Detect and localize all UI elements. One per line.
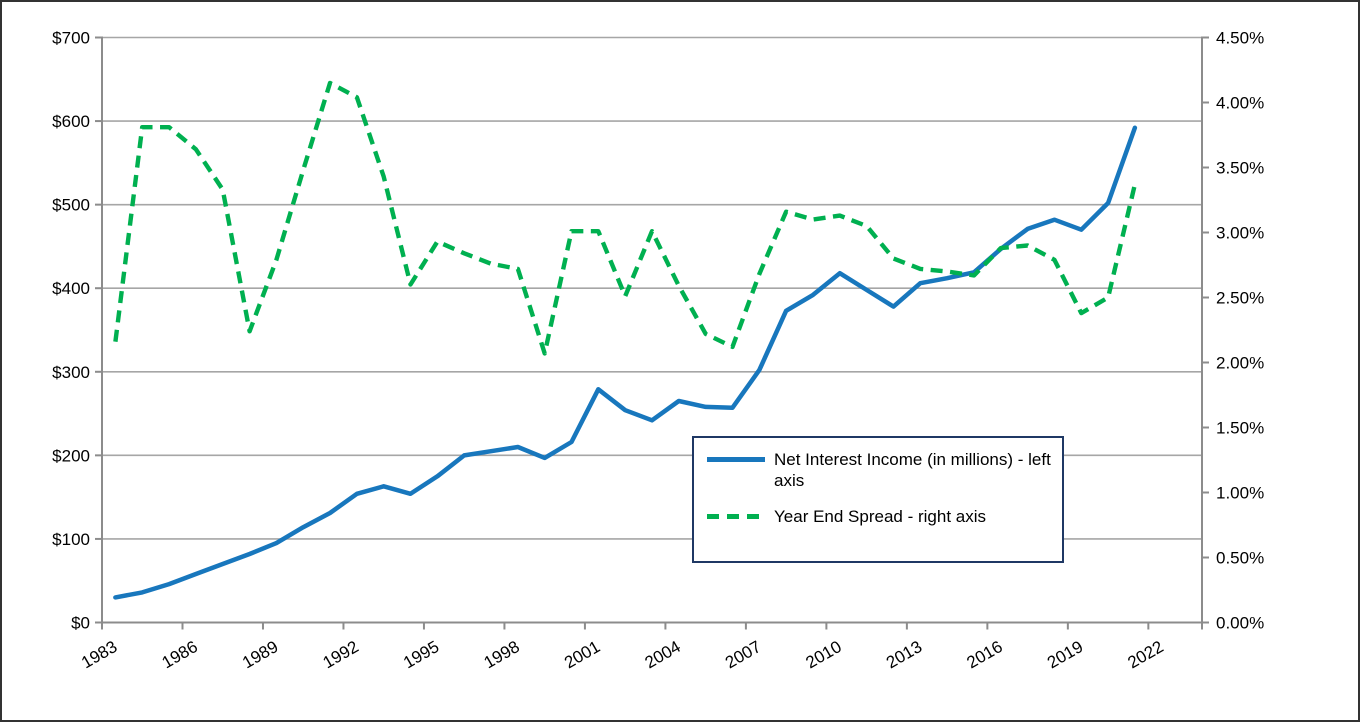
tick-marks — [95, 36, 1209, 630]
legend[interactable]: Net Interest Income (in millions) - left… — [692, 436, 1064, 563]
axes — [101, 36, 1203, 624]
left-axis-labels: $0 $100 $200 $300 $400 $500 $600 $700 — [52, 29, 90, 633]
gridlines — [102, 36, 1202, 540]
svg-text:2.50%: 2.50% — [1216, 289, 1264, 308]
svg-text:3.00%: 3.00% — [1216, 224, 1264, 243]
svg-text:4.00%: 4.00% — [1216, 94, 1264, 113]
svg-text:1986: 1986 — [159, 637, 201, 672]
svg-text:1998: 1998 — [481, 637, 523, 672]
right-axis-labels: 0.00% 0.50% 1.00% 1.50% 2.00% 2.50% 3.00% 3.50%… — [1216, 29, 1264, 633]
legend-label-net-interest-income: Net Interest Income (in millions) - left… — [774, 450, 1051, 491]
svg-text:2.00%: 2.00% — [1216, 354, 1264, 373]
svg-text:1.50%: 1.50% — [1216, 419, 1264, 438]
svg-text:$700: $700 — [52, 29, 90, 48]
svg-text:2013: 2013 — [883, 637, 925, 672]
svg-text:0.00%: 0.00% — [1216, 614, 1264, 633]
svg-text:$400: $400 — [52, 279, 90, 298]
green-dashed-line-sample-icon — [707, 514, 765, 520]
svg-text:$300: $300 — [52, 363, 90, 382]
year-end-spread-line[interactable] — [113, 80, 1138, 356]
svg-text:2019: 2019 — [1044, 637, 1086, 672]
svg-text:1.00%: 1.00% — [1216, 484, 1264, 503]
net-interest-income-line[interactable] — [113, 125, 1138, 600]
legend-item-year-end-spread[interactable]: Year End Spread - right axis — [707, 506, 1054, 527]
legend-label-year-end-spread: Year End Spread - right axis — [774, 507, 986, 527]
svg-text:$200: $200 — [52, 446, 90, 465]
svg-text:2004: 2004 — [642, 637, 684, 672]
svg-text:1989: 1989 — [239, 637, 281, 672]
blue-solid-line-sample-icon — [707, 457, 765, 462]
svg-text:$0: $0 — [71, 614, 90, 633]
svg-text:1992: 1992 — [320, 637, 362, 672]
svg-text:3.50%: 3.50% — [1216, 159, 1264, 178]
svg-text:1995: 1995 — [400, 637, 442, 672]
svg-text:2001: 2001 — [561, 637, 603, 672]
svg-text:2016: 2016 — [964, 637, 1006, 672]
svg-text:$600: $600 — [52, 112, 90, 131]
svg-text:2007: 2007 — [722, 637, 764, 672]
svg-text:4.50%: 4.50% — [1216, 29, 1264, 48]
svg-text:2022: 2022 — [1124, 637, 1166, 672]
svg-text:$100: $100 — [52, 530, 90, 549]
svg-text:2010: 2010 — [803, 637, 845, 672]
svg-text:0.50%: 0.50% — [1216, 549, 1264, 568]
x-axis-labels: 1983 1986 1989 1992 1995 1998 2001 2004 2007 2010… — [78, 637, 1167, 672]
legend-item-net-interest-income[interactable]: Net Interest Income (in millions) - left… — [707, 449, 1054, 491]
svg-text:$500: $500 — [52, 196, 90, 215]
svg-text:1983: 1983 — [78, 637, 120, 672]
